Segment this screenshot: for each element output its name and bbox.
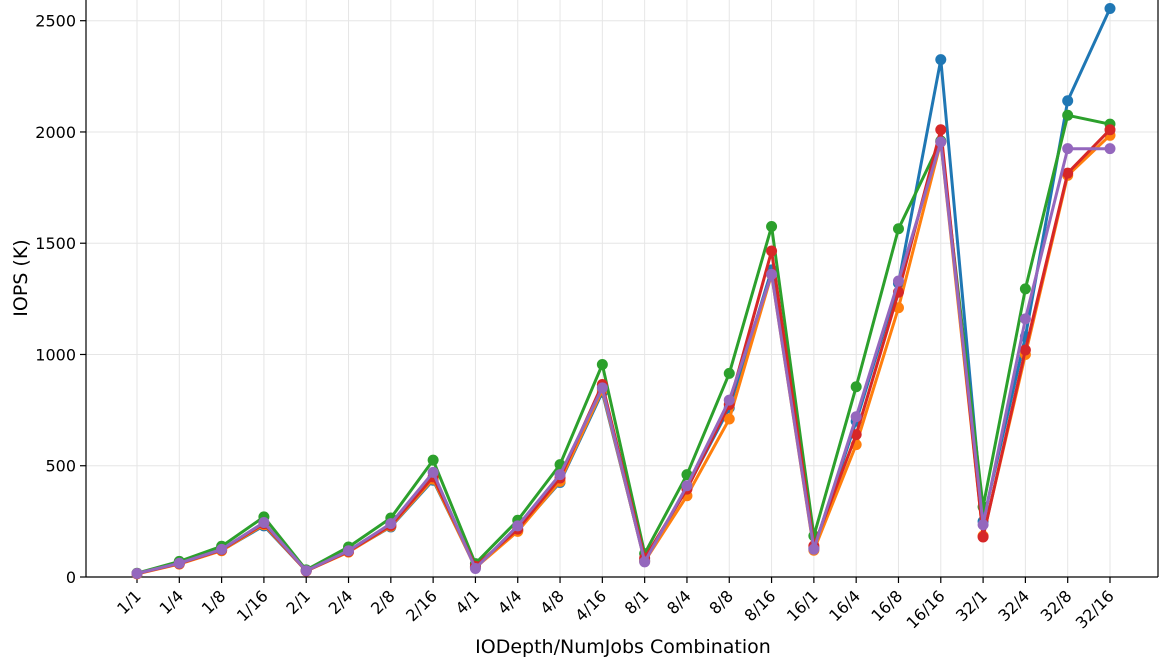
series-4	[131, 136, 1116, 579]
x-tick-label: 4/4	[494, 586, 526, 618]
axes	[80, 0, 1159, 583]
x-tick-label: 1/16	[233, 586, 272, 625]
data-point	[1019, 283, 1031, 295]
data-point	[385, 518, 397, 530]
data-point	[977, 519, 989, 531]
x-tick-label: 1/1	[113, 586, 145, 618]
data-point	[1019, 344, 1031, 356]
data-point	[427, 466, 439, 478]
data-point	[173, 557, 185, 569]
y-tick-label: 2500	[35, 12, 76, 31]
data-point	[723, 367, 735, 379]
x-tick-label: 32/16	[1072, 586, 1118, 632]
data-point	[639, 556, 651, 568]
x-tick-label: 4/8	[536, 586, 568, 618]
y-axis-label: IOPS (K)	[10, 239, 32, 316]
x-tick-label: 32/1	[952, 586, 991, 625]
data-point	[596, 382, 608, 394]
x-tick-label: 1/8	[198, 586, 230, 618]
data-point	[977, 531, 989, 543]
x-tick-label: 32/8	[1037, 586, 1076, 625]
data-point	[131, 567, 143, 579]
data-point	[596, 358, 608, 370]
x-tick-label: 8/1	[621, 586, 653, 618]
x-tick-label: 2/4	[325, 586, 357, 618]
x-tick-label: 4/1	[452, 586, 484, 618]
x-tick-label: 1/4	[155, 586, 187, 618]
x-tick-label: 2/1	[282, 586, 314, 618]
x-tick-label: 16/8	[867, 586, 906, 625]
data-point	[300, 565, 312, 577]
data-point	[512, 520, 524, 532]
x-tick-label: 8/16	[741, 586, 780, 625]
y-tick-label: 0	[66, 568, 76, 587]
x-axis-label: IODepth/NumJobs Combination	[475, 636, 771, 658]
tick-labels: 0 500 1000 1500 2000 2500 1/1 1/4 1/8 1/16 2/1 2/4 2…	[35, 12, 1118, 633]
data-point	[766, 221, 778, 233]
data-point	[1104, 2, 1116, 14]
data-point	[808, 543, 820, 555]
data-point	[343, 545, 355, 557]
data-point	[1062, 95, 1074, 107]
x-tick-label: 8/8	[705, 586, 737, 618]
x-tick-label: 16/16	[903, 586, 949, 632]
data-point	[1062, 109, 1074, 121]
data-point	[1062, 143, 1074, 155]
x-tick-label: 16/4	[825, 586, 864, 625]
data-point	[850, 411, 862, 423]
x-tick-label: 4/16	[571, 586, 610, 625]
grid	[86, 0, 1158, 578]
data-point	[766, 245, 778, 257]
series-line	[136, 140, 1110, 575]
x-tick-label: 8/4	[663, 586, 695, 618]
data-point	[892, 275, 904, 287]
y-tick-label: 1500	[35, 234, 76, 253]
data-point	[554, 469, 566, 481]
data-point	[1104, 143, 1116, 155]
data-point	[935, 54, 947, 66]
data-point	[892, 223, 904, 235]
y-tick-label: 500	[45, 457, 76, 476]
data-point	[469, 563, 481, 575]
x-tick-label: 16/1	[783, 586, 822, 625]
data-point	[850, 429, 862, 441]
y-tick-label: 1000	[35, 345, 76, 364]
data-point	[723, 394, 735, 406]
data-point	[216, 543, 228, 555]
data-point	[681, 480, 693, 492]
x-tick-label: 2/16	[402, 586, 441, 625]
series-line	[136, 7, 1112, 576]
data-point	[935, 124, 947, 136]
x-tick-label: 32/4	[994, 586, 1033, 625]
y-tick-label: 2000	[35, 123, 76, 142]
data-point	[1062, 167, 1074, 179]
data-point	[258, 516, 270, 528]
data-point	[850, 381, 862, 393]
data-point	[427, 454, 439, 466]
series-layer	[131, 2, 1116, 580]
x-tick-label: 2/8	[367, 586, 399, 618]
data-point	[1019, 313, 1031, 325]
data-point	[723, 413, 735, 425]
data-point	[935, 136, 947, 148]
data-point	[1104, 124, 1116, 136]
data-point	[766, 268, 778, 280]
series-0	[131, 2, 1116, 580]
